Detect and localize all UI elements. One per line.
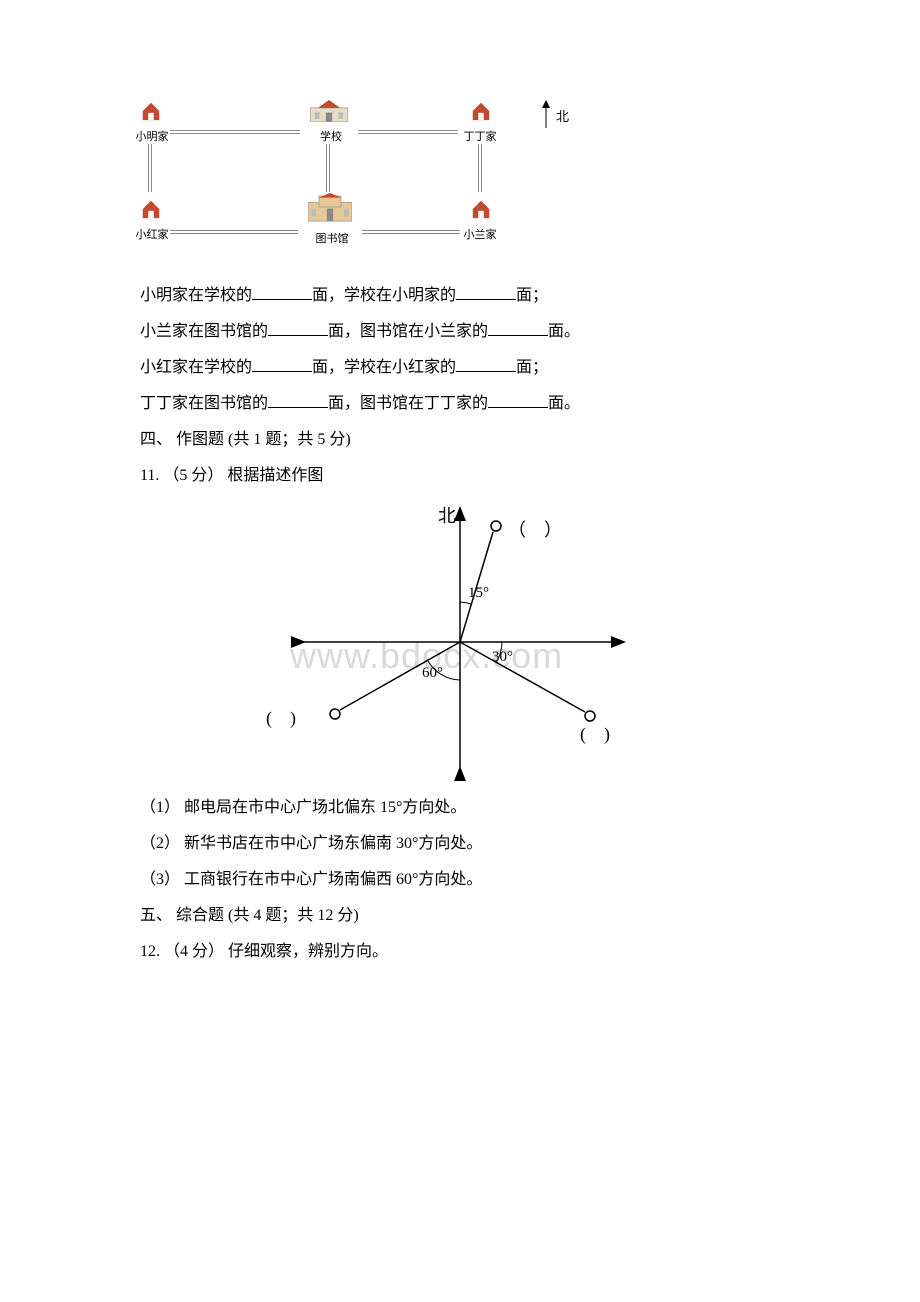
text: 小兰家在图书馆的 (140, 323, 268, 340)
house-icon (140, 100, 162, 122)
text: 面。 (548, 395, 580, 412)
text: 面，图书馆在小兰家的 (328, 323, 488, 340)
school-icon (310, 100, 348, 122)
fill-line-1: 小明家在学校的 面，学校在小明家的 面； (140, 280, 780, 312)
road (170, 130, 300, 134)
blank[interactable] (488, 392, 548, 408)
label-xiaolan: 小兰家 (460, 224, 500, 246)
north-label: 北 (556, 104, 569, 130)
compass-svg (240, 502, 680, 782)
house-icon (140, 198, 162, 220)
fill-line-4: 丁丁家在图书馆的 面，图书馆在丁丁家的 面。 (140, 388, 780, 420)
label-xiaohong: 小红家 (132, 224, 172, 246)
text: 面； (516, 359, 548, 376)
blank[interactable] (456, 356, 516, 372)
q12-heading: 12. （4 分） 仔细观察，辨别方向。 (140, 936, 780, 968)
q11-sub2: （2） 新华书店在市中心广场东偏南 30°方向处。 (140, 828, 780, 860)
blank[interactable] (488, 320, 548, 336)
text: 面，图书馆在丁丁家的 (328, 395, 488, 412)
q11-sub1: （1） 邮电局在市中心广场北偏东 15°方向处。 (140, 792, 780, 824)
text: 面。 (548, 323, 580, 340)
text: 面，学校在小红家的 (312, 359, 456, 376)
road (358, 130, 458, 134)
north-arrow-icon (540, 100, 552, 142)
road (326, 144, 330, 192)
fill-line-2: 小兰家在图书馆的 面，图书馆在小兰家的 面。 (140, 316, 780, 348)
q11-heading: 11. （5 分） 根据描述作图 (140, 460, 780, 492)
road (148, 144, 152, 192)
house-icon (470, 100, 492, 122)
section5-title: 五、 综合题 (共 4 题；共 12 分) (140, 900, 780, 932)
text: 小明家在学校的 (140, 287, 252, 304)
fill-line-3: 小红家在学校的 面，学校在小红家的 面； (140, 352, 780, 384)
document-body: 小明家 学校 丁丁家 小红家 图书馆 小兰家 北 (140, 100, 780, 968)
road (362, 230, 460, 234)
text: 面，学校在小明家的 (312, 287, 456, 304)
blank[interactable] (456, 284, 516, 300)
blank[interactable] (252, 356, 312, 372)
text: 丁丁家在图书馆的 (140, 395, 268, 412)
section4-title: 四、 作图题 (共 1 题；共 5 分) (140, 424, 780, 456)
blank[interactable] (252, 284, 312, 300)
compass-diagram: www.bdocx.com 北 15° 30° (240, 502, 680, 782)
map-diagram: 小明家 学校 丁丁家 小红家 图书馆 小兰家 北 (140, 100, 580, 270)
label-xiaoming: 小明家 (132, 126, 172, 148)
q11-sub3: （3） 工商银行在市中心广场南偏西 60°方向处。 (140, 864, 780, 896)
library-icon (308, 192, 352, 222)
text: 小红家在学校的 (140, 359, 252, 376)
road (478, 144, 482, 192)
road (170, 230, 298, 234)
label-school: 学校 (316, 126, 346, 148)
blank[interactable] (268, 320, 328, 336)
text: 面； (516, 287, 548, 304)
label-library: 图书馆 (312, 228, 352, 250)
blank[interactable] (268, 392, 328, 408)
house-icon (470, 198, 492, 220)
